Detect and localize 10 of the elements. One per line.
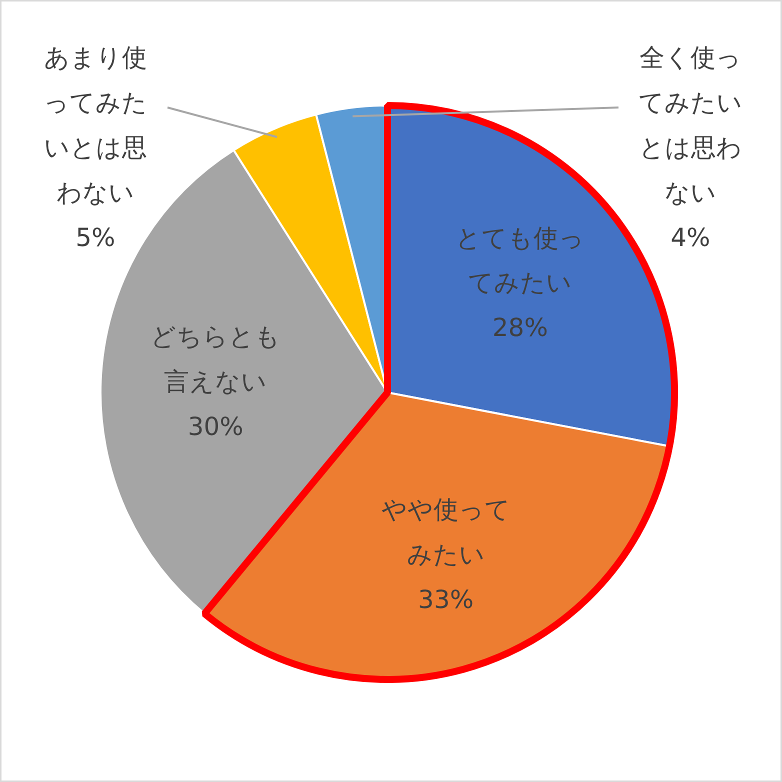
data-label: 28%: [492, 313, 548, 342]
slice-label: やや使ってみたい: [381, 495, 510, 570]
slice-label: あまり使ってみたいとは思わない: [44, 43, 148, 207]
slice-label: 全く使ってみたいとは思わない: [638, 43, 742, 207]
data-label: 5%: [76, 222, 116, 252]
data-label: 30%: [188, 412, 244, 442]
slice-label: とても使ってみたい: [456, 223, 585, 298]
slice-label: どちらとも言えない: [150, 322, 281, 396]
data-label: 33%: [418, 584, 474, 614]
data-label: 4%: [670, 222, 710, 252]
